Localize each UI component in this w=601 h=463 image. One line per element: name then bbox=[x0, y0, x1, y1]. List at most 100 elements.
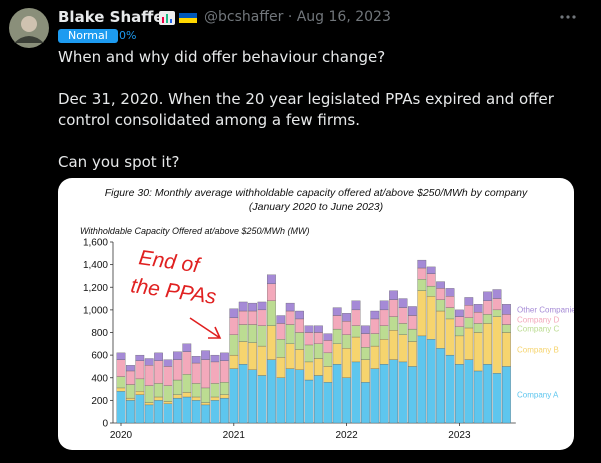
bar-segment bbox=[201, 359, 210, 389]
bar-segment bbox=[229, 334, 239, 356]
bar-segment bbox=[473, 332, 483, 372]
bar-segment bbox=[389, 359, 398, 424]
bar-segment bbox=[135, 360, 145, 380]
bar-segment bbox=[201, 387, 210, 403]
bar-segment bbox=[154, 396, 163, 401]
bar-segment bbox=[191, 383, 201, 398]
bar-segment bbox=[182, 392, 192, 398]
bar-segment bbox=[314, 375, 323, 424]
bar-segment bbox=[267, 359, 276, 424]
bar-segment bbox=[379, 309, 389, 326]
bar-segment bbox=[144, 358, 154, 366]
bar-segment bbox=[398, 323, 408, 335]
bar-segment bbox=[464, 359, 474, 424]
bar-segment bbox=[342, 348, 351, 378]
bar-segment bbox=[464, 297, 474, 306]
bar-segment bbox=[304, 361, 314, 381]
bar-segment bbox=[295, 369, 304, 424]
bar-segment bbox=[445, 288, 455, 297]
bar-segment bbox=[257, 375, 267, 424]
bar-segment bbox=[389, 290, 398, 300]
paragraph: When and why did offer behaviour change? bbox=[58, 48, 386, 66]
bar-segment bbox=[342, 377, 351, 424]
bar-segment bbox=[398, 361, 408, 424]
bar-segment bbox=[417, 259, 427, 269]
date[interactable]: Aug 16, 2023 bbox=[296, 9, 391, 25]
bar-segment bbox=[502, 304, 511, 315]
x-tick-label: 2023 bbox=[448, 430, 471, 441]
bar-segment bbox=[276, 323, 286, 340]
bar-segment bbox=[379, 300, 389, 311]
bar-segment bbox=[126, 397, 135, 401]
bar-segment bbox=[370, 368, 380, 424]
bar-segment bbox=[248, 302, 257, 312]
bar-segment bbox=[238, 310, 248, 325]
bar-segment bbox=[276, 377, 286, 424]
bar-segment bbox=[502, 366, 511, 424]
bar-segment bbox=[361, 359, 370, 383]
bar-segment bbox=[267, 300, 276, 326]
bar-segment bbox=[473, 304, 483, 313]
y-tick-label: 400 bbox=[91, 373, 108, 384]
bar-segment bbox=[483, 364, 492, 424]
bar-segment bbox=[210, 361, 220, 384]
x-tick-label: 2020 bbox=[110, 430, 133, 441]
bar-segment bbox=[464, 317, 474, 329]
bar-segment bbox=[332, 328, 342, 344]
bar-segment bbox=[455, 316, 464, 327]
x-tick-label: 2022 bbox=[335, 430, 358, 441]
bar-segment bbox=[323, 382, 333, 424]
bar-segment bbox=[426, 339, 436, 424]
y-axis-label: Withholdable Capacity Offered at/above $… bbox=[80, 226, 310, 236]
bar-segment bbox=[483, 291, 492, 301]
bar-segment bbox=[379, 325, 389, 340]
bar-segment bbox=[126, 370, 135, 385]
bar-segment bbox=[445, 354, 455, 424]
bar-segment bbox=[370, 345, 380, 369]
bar-segment bbox=[455, 335, 464, 365]
bar-segment bbox=[323, 333, 333, 341]
bar-segment bbox=[163, 403, 173, 424]
bar-segment bbox=[332, 315, 342, 330]
bar-segment bbox=[445, 307, 455, 320]
bar-segment bbox=[436, 281, 445, 289]
bar-segment bbox=[267, 283, 276, 301]
bar-segment bbox=[182, 374, 192, 393]
handle-date[interactable]: @bcshaffer · Aug 16, 2023 bbox=[204, 9, 391, 25]
author-name[interactable]: Blake Shaffer bbox=[58, 8, 171, 26]
y-tick-label: 800 bbox=[91, 328, 108, 339]
y-tick-label: 1,000 bbox=[83, 305, 108, 316]
bar-segment bbox=[332, 343, 342, 365]
bar-segment bbox=[370, 333, 380, 347]
x-tick-label: 2021 bbox=[223, 430, 246, 441]
bar-segment bbox=[492, 309, 502, 317]
bar-segment bbox=[492, 316, 502, 374]
avatar[interactable] bbox=[8, 7, 50, 49]
bar-segment bbox=[295, 318, 304, 333]
chart[interactable]: Figure 30: Monthly average withholdable … bbox=[58, 178, 574, 450]
bar-segment bbox=[238, 364, 248, 424]
bar-segment bbox=[163, 385, 173, 402]
y-tick-label: 1,400 bbox=[83, 260, 108, 271]
more-icon[interactable] bbox=[558, 12, 578, 22]
bar-segment bbox=[361, 333, 370, 348]
bar-segment bbox=[229, 317, 239, 335]
bar-segment bbox=[285, 324, 295, 344]
bar-segment bbox=[314, 343, 323, 359]
bar-segment bbox=[267, 274, 276, 285]
separator: · bbox=[287, 9, 293, 25]
bar-segment bbox=[455, 326, 464, 337]
bar-segment bbox=[163, 359, 173, 367]
bar-segment bbox=[154, 352, 163, 361]
badge: Normal bbox=[58, 29, 118, 43]
bar-segment bbox=[473, 370, 483, 424]
bar-segment bbox=[210, 354, 220, 363]
bar-segment bbox=[257, 301, 267, 311]
bar-segment bbox=[248, 324, 257, 343]
bar-segment bbox=[361, 382, 370, 424]
handle[interactable]: @bcshaffer bbox=[204, 9, 284, 25]
bar-segment bbox=[257, 309, 267, 326]
legend-label: Company B bbox=[517, 345, 559, 354]
bar-segment bbox=[408, 341, 417, 367]
bar-segment bbox=[285, 310, 295, 325]
